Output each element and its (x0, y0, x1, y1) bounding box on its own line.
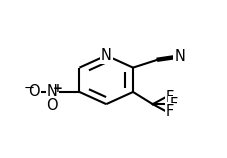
Text: F: F (165, 90, 173, 105)
Text: N: N (173, 49, 184, 64)
Text: O: O (46, 98, 58, 113)
Text: −: − (23, 82, 35, 94)
Text: F: F (168, 97, 177, 112)
Text: +: + (52, 82, 62, 94)
Text: N: N (100, 48, 111, 63)
Text: N: N (47, 85, 57, 99)
Text: F: F (165, 104, 173, 119)
Text: O: O (28, 85, 40, 99)
